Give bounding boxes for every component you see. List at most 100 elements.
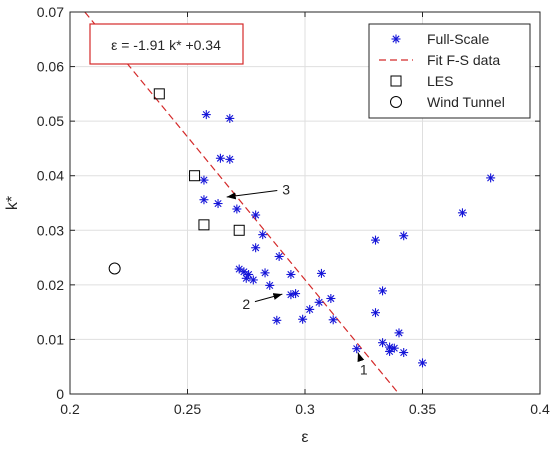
asterisk-stroke: [266, 281, 274, 289]
full-scale-point: [305, 304, 315, 314]
asterisk-stroke: [329, 316, 337, 324]
full-scale-point: [286, 269, 296, 279]
y-tick-label: 0.03: [37, 222, 64, 238]
asterisk-stroke: [226, 114, 234, 122]
full-scale-point: [326, 294, 336, 303]
annotation-label: 2: [242, 296, 250, 312]
y-tick-label: 0.04: [37, 168, 64, 184]
asterisk-stroke: [252, 211, 260, 219]
asterisk-stroke: [214, 199, 222, 208]
legend-marker-circle: [390, 96, 402, 108]
asterisk-stroke: [235, 265, 243, 273]
series-full-scale: [199, 110, 496, 368]
full-scale-point: [239, 267, 249, 277]
full-scale-point: [314, 297, 324, 307]
full-scale-point: [328, 315, 338, 325]
asterisk-stroke: [261, 269, 269, 277]
full-scale-point: [399, 231, 409, 241]
full-scale-point: [286, 290, 296, 300]
x-tick-label: 0.4: [530, 401, 550, 417]
full-scale-point: [371, 308, 380, 318]
asterisk-stroke: [200, 196, 208, 204]
annotation-arrow: [254, 293, 283, 303]
asterisk-stroke: [327, 294, 335, 303]
full-scale-point: [251, 243, 261, 253]
asterisk-stroke: [233, 205, 241, 213]
asterisk-stroke: [299, 315, 307, 323]
legend-marker-asterisk: [391, 34, 401, 44]
series-wind-tunnel: [108, 262, 121, 275]
y-tick-label: 0.02: [37, 277, 64, 293]
full-scale-point: [215, 153, 225, 163]
x-tick-label: 0.3: [295, 401, 315, 417]
asterisk-stroke: [400, 348, 408, 357]
asterisk-stroke: [315, 298, 323, 306]
full-scale-point: [371, 235, 380, 245]
full-scale-point: [265, 280, 275, 290]
grid-lines: [69, 11, 541, 395]
asterisk-stroke: [240, 268, 248, 276]
y-tick-label: 0.07: [37, 4, 64, 20]
les-point: [233, 224, 245, 236]
asterisk-stroke: [400, 232, 408, 240]
full-scale-point: [213, 199, 223, 209]
les-point: [189, 170, 201, 182]
asterisk-stroke: [487, 174, 495, 182]
legend: Full-Scale Fit F-S data LES Wind Tunnel: [368, 23, 531, 119]
asterisk-stroke: [226, 155, 234, 163]
legend-label: Full-Scale: [427, 31, 489, 47]
asterisk-stroke: [242, 274, 250, 282]
full-scale-point: [394, 328, 404, 338]
wind-tunnel-point: [108, 262, 121, 275]
x-tick-label: 0.2: [60, 401, 80, 417]
full-scale-point: [385, 346, 395, 356]
x-tick-label: 0.35: [409, 401, 436, 417]
asterisk-stroke: [418, 359, 427, 367]
asterisk-stroke: [371, 236, 380, 244]
full-scale-point: [399, 348, 409, 358]
annotation-label: 1: [360, 361, 368, 377]
y-tick-label: 0.05: [37, 113, 64, 129]
full-scale-point: [199, 195, 209, 205]
full-scale-point: [241, 273, 251, 283]
asterisk-stroke: [371, 309, 380, 317]
full-scale-point: [199, 175, 209, 185]
asterisk-stroke: [252, 244, 260, 252]
asterisk-stroke: [287, 270, 295, 279]
legend-marker-square: [390, 75, 402, 87]
legend-label: LES: [427, 73, 453, 89]
fit-line: [84, 11, 400, 395]
y-axis-label: k*: [4, 196, 21, 210]
full-scale-point: [201, 110, 211, 120]
full-scale-point: [274, 251, 284, 261]
asterisk-stroke: [216, 154, 224, 162]
full-scale-point: [272, 315, 282, 325]
full-scale-point: [316, 268, 326, 278]
full-scale-point: [260, 268, 270, 278]
legend-label: Wind Tunnel: [427, 94, 505, 110]
fit-equation-box: [89, 23, 244, 65]
y-tick-label: 0: [56, 386, 64, 402]
annotation-arrow: [357, 352, 365, 363]
asterisk-stroke: [202, 111, 210, 119]
full-scale-point: [378, 338, 388, 348]
full-scale-point: [389, 343, 399, 353]
asterisk-stroke: [287, 291, 295, 299]
full-scale-point: [225, 154, 235, 164]
full-scale-point: [251, 210, 261, 220]
full-scale-point: [378, 286, 388, 296]
annotation-arrow: [226, 190, 278, 200]
fit-equation: ε = -1.91 k* +0.34: [111, 37, 221, 53]
full-scale-point: [232, 204, 242, 214]
asterisk-stroke: [395, 329, 403, 337]
x-axis-label: ε: [301, 429, 308, 446]
full-scale-point: [234, 264, 244, 274]
full-scale-point: [352, 344, 362, 354]
asterisk-stroke: [390, 344, 398, 352]
x-tick-label: 0.25: [174, 401, 201, 417]
asterisk-stroke: [200, 176, 208, 184]
full-scale-point: [486, 173, 496, 183]
asterisk-stroke: [317, 269, 326, 277]
